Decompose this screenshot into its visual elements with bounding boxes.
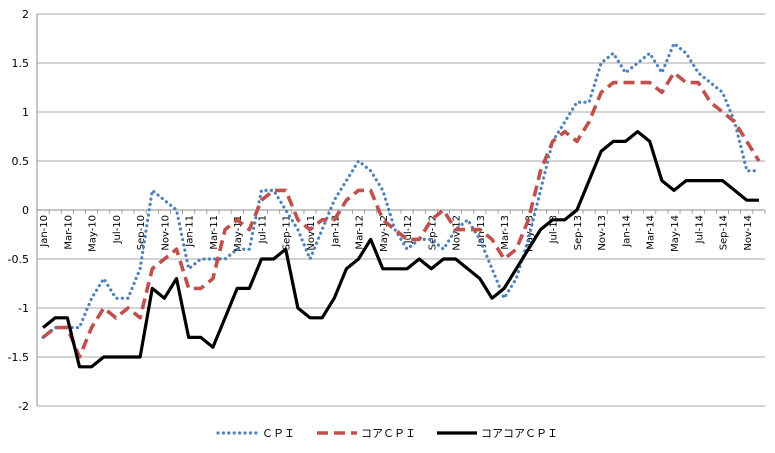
series-line-2 [41, 71, 761, 359]
x-tick-label: Jan-10 [39, 215, 50, 248]
x-tick-label: Nov-13 [597, 215, 608, 251]
x-tick-label: Sep-12 [427, 215, 438, 250]
x-tick-label: Nov-10 [160, 215, 171, 251]
x-tick-label: May-11 [233, 215, 244, 252]
x-tick-label: Jul-12 [403, 215, 414, 244]
x-tick-label: Mar-12 [355, 215, 366, 250]
legend: ＣＰＩ コアＣＰＩ コアコアＣＰＩ [216, 427, 558, 440]
axes: -2 -1.5 -1 -0.5 0 0.5 1 1.5 2 Jan-10 Mar-10 May-10 J… [8, 8, 766, 413]
x-tick-label: Mar-10 [63, 215, 74, 250]
y-tick-label: 0 [22, 204, 29, 217]
y-tick-label: 0.5 [12, 155, 30, 168]
x-tick-label: Jan-13 [476, 215, 487, 248]
x-tick-label: Jul-13 [549, 215, 560, 244]
y-tick-label: -1.5 [8, 351, 29, 364]
x-tick-label: Jul-14 [694, 215, 705, 244]
y-tick-label: 2 [22, 8, 29, 21]
x-tick-label: Sep-11 [282, 215, 293, 250]
legend-label-3: コアコアＣＰＩ [481, 427, 558, 440]
x-tick-label: Sep-13 [573, 215, 584, 250]
x-tick-label: Jan-12 [330, 215, 341, 248]
x-tick-label: Mar-13 [500, 215, 511, 250]
series-line-3 [42, 130, 759, 369]
x-tick-label: Jan-11 [185, 215, 196, 248]
x-tick-label: Nov-11 [306, 215, 317, 251]
x-tick-label: Jul-10 [112, 215, 123, 244]
y-tick-label: -0.5 [8, 253, 29, 266]
x-tick-label: May-10 [88, 215, 99, 252]
grid [37, 13, 765, 407]
x-tick-label: Sep-10 [136, 215, 147, 250]
x-tick-label: Jan-14 [621, 215, 632, 248]
x-tick-label: Mar-11 [209, 215, 220, 250]
x-tick-label: Jul-11 [257, 215, 268, 244]
x-tick-label: Nov-12 [452, 215, 463, 251]
y-tick-label: 1 [22, 106, 29, 119]
series-line-1 [41, 41, 761, 339]
y-tick-label: -2 [18, 400, 29, 413]
y-tick-label: -1 [18, 302, 29, 315]
x-tick-label: May-12 [379, 215, 390, 252]
x-tick-label: Sep-14 [719, 215, 730, 250]
x-tick-label: May-14 [670, 215, 681, 252]
y-tick-label: 1.5 [12, 57, 30, 70]
legend-label-1: ＣＰＩ [262, 427, 295, 440]
x-tick-label: May-13 [524, 215, 535, 252]
legend-label-2: コアＣＰＩ [361, 427, 416, 440]
x-tick-label: Nov-14 [743, 215, 754, 251]
x-tick-label: Mar-14 [646, 215, 657, 250]
series-group [41, 41, 761, 369]
